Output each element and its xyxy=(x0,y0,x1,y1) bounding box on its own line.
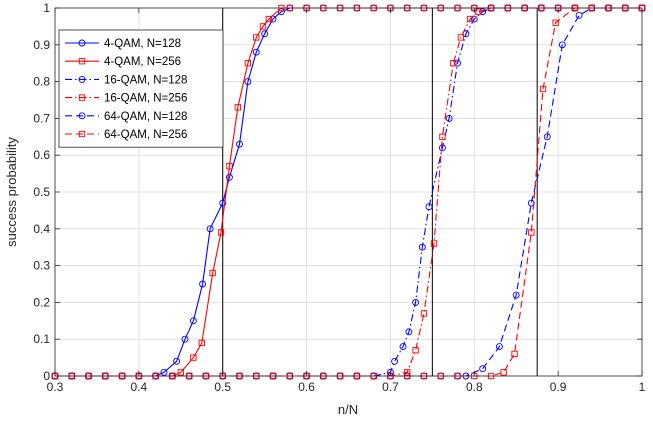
y-tick-label-2: 0.2 xyxy=(33,295,50,309)
y-tick-label-6: 0.6 xyxy=(33,148,50,162)
data-point-4-29 xyxy=(527,199,535,207)
legend: 4-QAM, N=128 4-QAM, N=256 16-QAM, N=128 16-… xyxy=(58,29,224,148)
data-point-1-8 xyxy=(177,369,184,376)
data-point-0-16 xyxy=(244,78,252,86)
y-tick-label-3: 0.3 xyxy=(33,259,50,273)
data-point-3-25 xyxy=(439,133,446,140)
legend-marker-3 xyxy=(78,94,86,101)
data-point-2-25 xyxy=(418,243,426,251)
data-point-2-26 xyxy=(425,203,433,211)
data-point-1-9 xyxy=(190,354,197,361)
data-point-5-31 xyxy=(552,19,559,26)
y-tick-label-5: 0.5 xyxy=(33,185,50,199)
data-point-1-13 xyxy=(226,163,233,170)
x-tick-label-6: 0.9 xyxy=(550,380,567,394)
legend-label-5: 64-QAM, N=256 xyxy=(104,129,187,141)
data-point-2-28 xyxy=(445,114,453,122)
data-point-0-12 xyxy=(206,225,214,233)
data-point-1-12 xyxy=(217,229,225,236)
data-point-2-27 xyxy=(438,144,446,152)
x-tick-label-4: 0.7 xyxy=(382,380,399,394)
data-point-0-14 xyxy=(225,173,233,181)
data-point-3-23 xyxy=(420,310,428,317)
y-tick-label-8: 0.8 xyxy=(33,75,50,89)
data-point-2-31 xyxy=(470,15,478,23)
data-point-2-29 xyxy=(454,59,461,67)
data-point-2-21 xyxy=(391,357,399,365)
data-point-0-17 xyxy=(252,48,260,56)
data-point-5-30 xyxy=(539,85,547,93)
data-point-0-7 xyxy=(160,368,168,376)
legend-label-0: 4-QAM, N=128 xyxy=(104,38,181,50)
data-point-5-29 xyxy=(528,229,535,236)
legend-label-4: 64-QAM, N=128 xyxy=(104,111,187,123)
y-tick-label-0: 0 xyxy=(43,369,50,383)
data-point-4-30 xyxy=(543,133,551,141)
data-point-0-18 xyxy=(261,30,269,38)
y-tick-label-9: 0.9 xyxy=(33,38,50,52)
y-tick-label-7: 0.7 xyxy=(33,111,50,125)
legend-label-2: 16-QAM, N=128 xyxy=(104,74,187,86)
data-point-1-10 xyxy=(198,339,205,347)
data-point-1-14 xyxy=(234,104,241,111)
data-point-1-16 xyxy=(253,34,260,41)
data-point-0-11 xyxy=(199,280,207,288)
legend-marker-5 xyxy=(78,130,86,138)
data-point-4-31 xyxy=(558,41,566,49)
legend-marker-1 xyxy=(78,58,86,65)
x-tick-label-2: 0.5 xyxy=(214,380,231,394)
data-point-0-19 xyxy=(269,15,277,23)
x-tick-label-0: 0.3 xyxy=(47,380,64,394)
data-point-5-28 xyxy=(511,350,518,358)
legend-label-1: 4-QAM, N=256 xyxy=(104,56,181,68)
data-point-0-8 xyxy=(173,357,181,365)
data-point-2-23 xyxy=(405,328,413,336)
data-point-3-28 xyxy=(466,15,474,23)
data-point-3-26 xyxy=(450,60,457,67)
x-tick-label-3: 0.6 xyxy=(298,380,315,394)
data-point-5-27 xyxy=(500,369,507,376)
legend-marker-0 xyxy=(78,39,86,47)
y-axis-label: success probability xyxy=(4,137,19,247)
data-point-0-9 xyxy=(181,335,189,343)
data-point-1-18 xyxy=(265,15,272,23)
legend-marker-4 xyxy=(78,112,86,120)
data-point-3-22 xyxy=(412,347,419,354)
data-point-1-17 xyxy=(259,23,267,30)
data-point-3-21 xyxy=(404,369,411,376)
data-point-4-27 xyxy=(495,343,503,351)
data-point-2-22 xyxy=(399,343,407,351)
data-point-1-15 xyxy=(244,60,252,67)
data-point-2-24 xyxy=(412,298,420,306)
x-tick-label-1: 0.4 xyxy=(131,380,148,394)
legend-marker-2 xyxy=(78,75,86,83)
legend-box xyxy=(58,29,224,148)
x-tick-label-7: 1 xyxy=(639,380,646,394)
data-point-4-32 xyxy=(575,11,583,19)
axis-ticks: 0.3 0.4 0.5 0.6 0.7 0.8 0.9 1 0 0.1 0.2 0.3 0.4 0.5 0.… xyxy=(33,1,645,394)
data-point-0-13 xyxy=(219,199,227,207)
y-tick-label-10: 1 xyxy=(43,1,50,15)
y-tick-label-1: 0.1 xyxy=(33,332,50,346)
legend-label-3: 16-QAM, N=256 xyxy=(104,93,187,105)
data-point-1-11 xyxy=(209,269,216,277)
data-point-3-29 xyxy=(475,8,482,15)
x-tick-label-5: 0.8 xyxy=(466,380,483,394)
data-point-4-28 xyxy=(512,291,520,299)
x-axis-label: n/N xyxy=(338,402,358,417)
y-tick-label-4: 0.4 xyxy=(33,222,50,236)
data-point-4-26 xyxy=(479,365,487,373)
data-point-3-24 xyxy=(430,240,438,247)
data-point-3-27 xyxy=(457,34,465,41)
data-point-0-15 xyxy=(236,140,243,148)
data-point-0-10 xyxy=(189,317,197,325)
